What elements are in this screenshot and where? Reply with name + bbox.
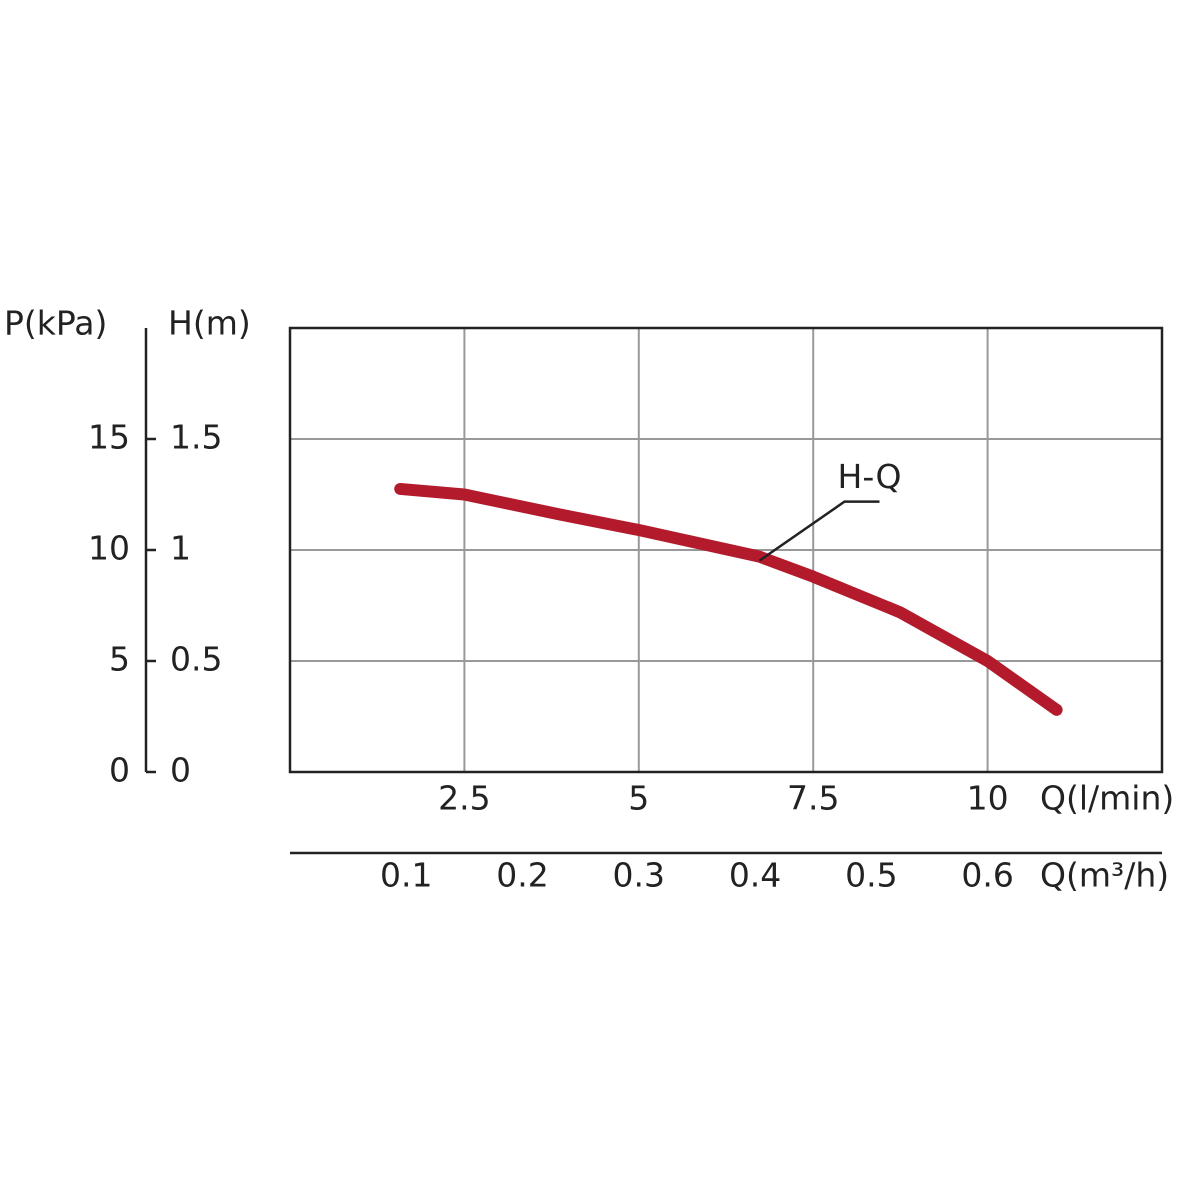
curve-label: H-Q [838,457,902,496]
x2-tick-label: 0.3 [613,856,665,895]
x2-tick-label: 0.2 [496,856,548,895]
x2-tick-label: 0.4 [729,856,781,895]
y2-tick-label: 15 [88,418,130,457]
plot-frame [288,326,1164,774]
y2-tick-label: 0 [109,751,130,790]
x-tick-label: 2.5 [438,779,490,818]
y-tick-label: 0 [170,751,191,790]
x-tick-label: 7.5 [787,779,839,818]
x2-tick-label: 0.6 [961,856,1013,895]
hq-curve [394,482,1063,716]
x-tick-label: 10 [967,779,1009,818]
x2-axis-label: Q(m³/h) [1040,856,1169,895]
y-tick-label: 1 [170,529,191,568]
y-tick-label: 0.5 [170,640,222,679]
y2-tick-label: 10 [88,529,130,568]
x-tick-label: 5 [628,779,649,818]
y-tick-label: 1.5 [170,418,222,457]
x2-tick-label: 0.1 [380,856,432,895]
y2-axis-label: P(kPa) [4,304,107,343]
x-axis-label: Q(l/min) [1040,779,1174,818]
leader-line [758,500,880,562]
y2-tick-label: 5 [109,640,130,679]
y-axis-label: H(m) [168,304,251,343]
x2-tick-label: 0.5 [845,856,897,895]
